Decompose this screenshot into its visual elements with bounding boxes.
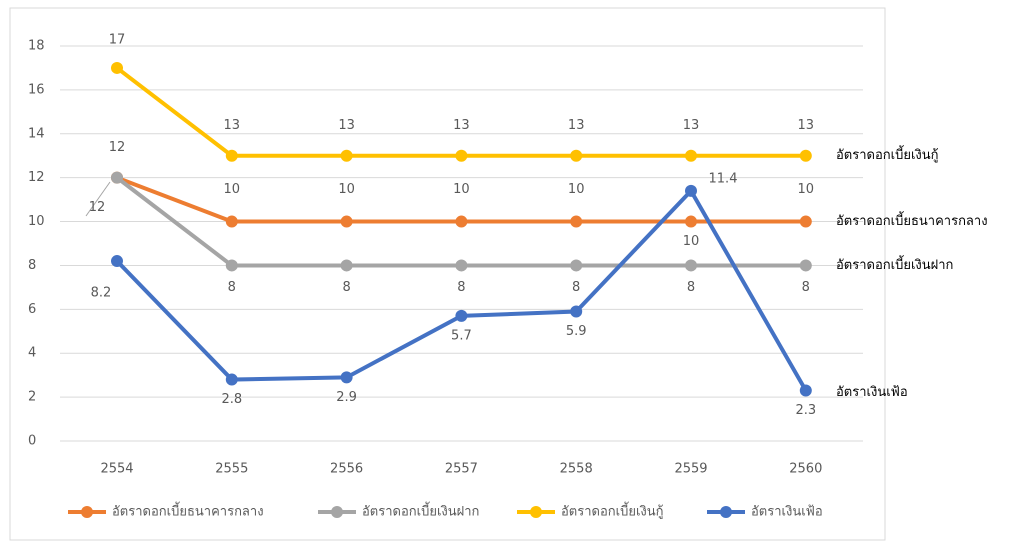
data-label: 8 <box>342 280 350 295</box>
data-point <box>799 259 812 272</box>
data-label: 11.4 <box>709 171 738 186</box>
data-label: 10 <box>683 234 700 249</box>
data-point <box>111 171 123 184</box>
data-point <box>570 149 583 162</box>
legend-label: อัตราดอกเบี้ยเงินกู้ <box>561 502 664 520</box>
data-point <box>340 371 353 384</box>
legend-label: อัตราดอกเบี้ยเงินฝาก <box>362 502 479 520</box>
data-point <box>685 215 697 228</box>
series-annotation: อัตราเงินเฟ้อ <box>836 385 908 400</box>
x-tick-label: 2554 <box>100 462 133 477</box>
data-label: 13 <box>224 118 241 133</box>
data-point <box>111 255 123 268</box>
x-tick-label: 2559 <box>674 462 707 477</box>
y-tick-label: 8 <box>28 258 36 273</box>
x-tick-label: 2560 <box>789 462 822 477</box>
y-tick-label: 0 <box>28 434 36 449</box>
y-tick-label: 12 <box>28 170 45 185</box>
data-point <box>685 149 697 162</box>
legend-marker <box>331 506 343 518</box>
data-point <box>225 215 238 228</box>
data-point <box>340 149 353 162</box>
x-tick-label: 2558 <box>560 462 593 477</box>
data-label: 8 <box>687 280 695 295</box>
data-label: 10 <box>224 182 241 197</box>
data-label: 13 <box>453 118 470 133</box>
data-label: 2.3 <box>795 403 816 418</box>
data-label: 2.9 <box>336 390 357 405</box>
data-label: 8.2 <box>91 286 112 301</box>
legend-label: อัตราดอกเบี้ยธนาคารกลาง <box>112 502 264 520</box>
data-label: 12 <box>109 140 126 155</box>
data-point <box>340 215 353 228</box>
data-point <box>455 149 468 162</box>
data-point <box>455 215 468 228</box>
data-point <box>799 384 812 397</box>
legend-marker <box>720 506 732 518</box>
series-annotation: อัตราดอกเบี้ยเงินฝาก <box>836 255 953 273</box>
series-annotation: อัตราดอกเบี้ยเงินกู้ <box>836 145 939 163</box>
data-point <box>570 305 583 318</box>
legend-label: อัตราเงินเฟ้อ <box>751 505 823 520</box>
data-point <box>799 149 812 162</box>
data-point <box>455 259 468 272</box>
data-label: 8 <box>457 280 465 295</box>
data-label: 13 <box>568 118 585 133</box>
data-point <box>340 259 353 272</box>
data-label: 8 <box>572 280 580 295</box>
data-label: 8 <box>228 280 236 295</box>
data-label: 10 <box>453 182 470 197</box>
data-point <box>225 373 238 386</box>
data-label: 2.8 <box>221 392 242 407</box>
data-point <box>225 259 238 272</box>
data-point <box>685 259 697 272</box>
data-point <box>799 215 812 228</box>
data-label: 12 <box>89 200 106 215</box>
data-label: 8 <box>802 280 810 295</box>
data-label: 13 <box>683 118 700 133</box>
data-label: 17 <box>109 32 126 47</box>
data-label: 10 <box>338 182 355 197</box>
y-tick-label: 2 <box>28 390 36 405</box>
data-point <box>225 149 238 162</box>
data-point <box>685 184 697 197</box>
legend-marker <box>530 506 542 518</box>
data-label: 10 <box>568 182 585 197</box>
data-point <box>111 61 123 74</box>
y-tick-label: 14 <box>28 126 45 141</box>
y-tick-label: 18 <box>28 39 45 54</box>
series-annotation: อัตราดอกเบี้ยธนาคารกลาง <box>836 211 988 229</box>
y-tick-label: 4 <box>28 346 36 361</box>
data-point <box>455 309 468 322</box>
x-tick-label: 2555 <box>215 462 248 477</box>
data-label: 5.9 <box>566 324 587 339</box>
data-point <box>570 215 583 228</box>
data-label: 13 <box>338 118 355 133</box>
y-tick-label: 16 <box>28 82 45 97</box>
x-tick-label: 2557 <box>445 462 478 477</box>
data-label: 5.7 <box>451 328 472 343</box>
y-tick-label: 10 <box>28 214 45 229</box>
data-point <box>570 259 583 272</box>
leader-line <box>85 181 111 217</box>
legend-marker <box>81 506 93 518</box>
data-label: 10 <box>798 182 815 197</box>
y-tick-label: 6 <box>28 302 36 317</box>
x-tick-label: 2556 <box>330 462 363 477</box>
data-label: 13 <box>798 118 815 133</box>
